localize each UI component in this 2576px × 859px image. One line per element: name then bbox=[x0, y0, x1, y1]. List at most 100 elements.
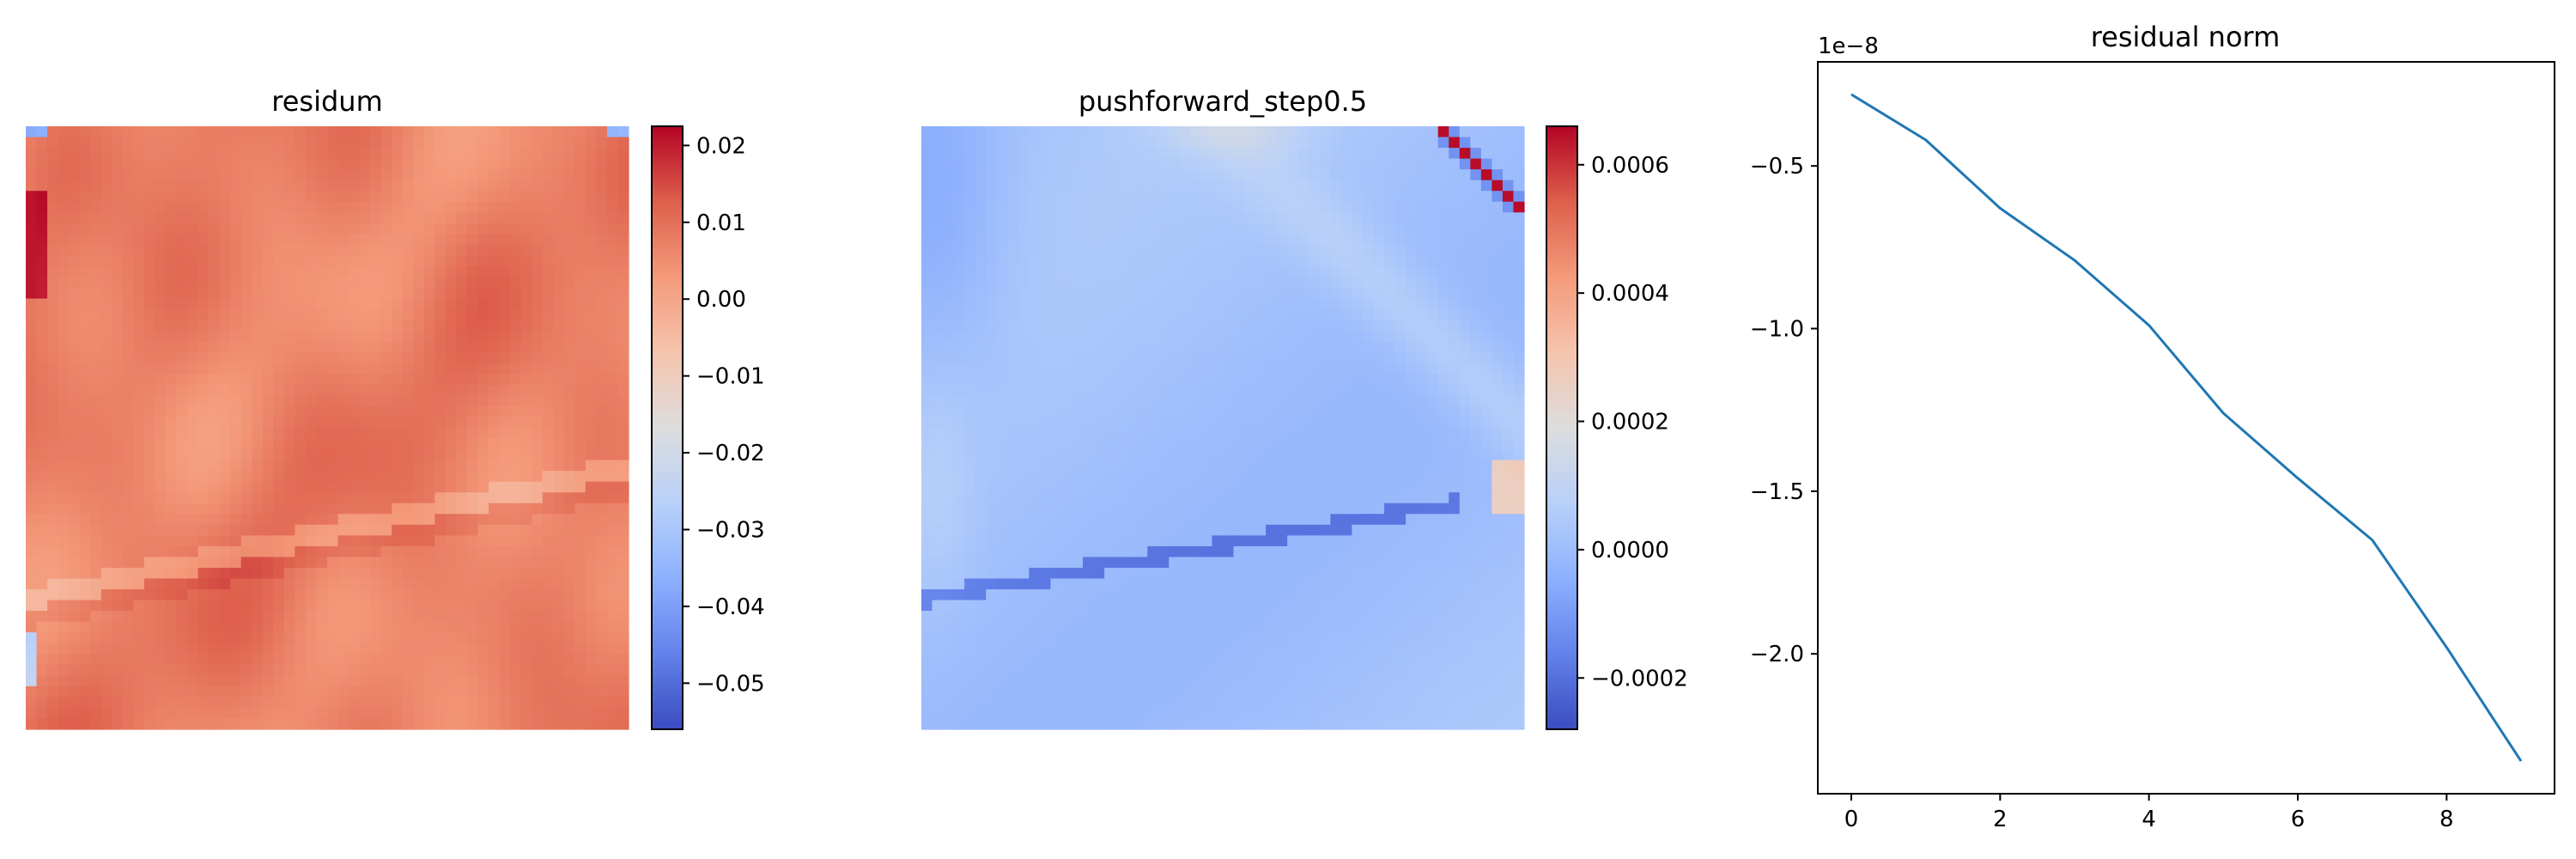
pushforward-cell bbox=[1147, 169, 1159, 181]
residum-cell bbox=[456, 244, 468, 257]
residum-cell bbox=[337, 362, 349, 375]
residum-cell bbox=[553, 234, 565, 246]
residum-cell bbox=[349, 212, 361, 224]
pushforward-cell bbox=[964, 148, 976, 160]
pushforward-cell bbox=[964, 277, 976, 289]
pushforward-cell bbox=[1266, 277, 1278, 289]
pushforward-cell bbox=[1362, 288, 1375, 300]
residum-cell bbox=[122, 664, 134, 676]
residum-cell bbox=[617, 201, 629, 213]
residum-cell bbox=[574, 675, 586, 687]
residum-cell bbox=[370, 481, 382, 493]
residum-cell bbox=[445, 222, 458, 235]
pushforward-cell bbox=[1309, 255, 1321, 267]
residum-cell bbox=[510, 191, 522, 203]
pushforward-cell bbox=[1276, 169, 1288, 181]
pushforward-cell bbox=[1255, 298, 1267, 310]
residum-cell bbox=[445, 707, 458, 720]
residum-cell bbox=[402, 362, 414, 375]
residum-cell bbox=[165, 557, 178, 569]
pushforward-cell bbox=[1007, 331, 1019, 343]
residum-cell bbox=[520, 158, 532, 170]
residum-cell bbox=[69, 567, 81, 580]
pushforward-cell bbox=[1384, 352, 1396, 364]
pushforward-cell bbox=[1233, 191, 1245, 203]
residum-cell bbox=[58, 148, 70, 160]
residum-cell bbox=[273, 384, 285, 396]
residum-cell bbox=[466, 567, 479, 580]
pushforward-cell bbox=[1459, 298, 1471, 310]
residum-colorbar-segment bbox=[652, 661, 683, 664]
pushforward-cell bbox=[1502, 126, 1515, 138]
pushforward-cell bbox=[1190, 265, 1202, 278]
residum-colorbar-segment bbox=[652, 220, 683, 224]
residum-cell bbox=[155, 621, 167, 633]
residum-cell bbox=[499, 621, 511, 633]
residum-cell bbox=[596, 191, 608, 203]
pushforward-cell bbox=[1050, 374, 1062, 386]
residum-cell bbox=[305, 158, 318, 170]
pushforward-cell bbox=[1147, 374, 1159, 386]
pushforward-cell bbox=[1340, 417, 1353, 429]
residum-cell bbox=[155, 277, 167, 289]
residum-colorbar-tick-label: 0.00 bbox=[696, 287, 746, 313]
residum-cell bbox=[466, 600, 479, 612]
residum-cell bbox=[283, 298, 295, 310]
residum-cell bbox=[563, 158, 575, 170]
residum-cell bbox=[230, 277, 242, 289]
residum-cell bbox=[36, 126, 48, 138]
residum-cell bbox=[510, 277, 522, 289]
residum-cell bbox=[337, 600, 349, 612]
pushforward-cell bbox=[943, 405, 955, 418]
residum-cell bbox=[553, 503, 565, 515]
residum-cell bbox=[413, 685, 425, 698]
residum-cell bbox=[380, 222, 392, 235]
pushforward-cell bbox=[1394, 341, 1406, 353]
residum-cell bbox=[197, 514, 210, 526]
residum-cell bbox=[466, 180, 479, 192]
residum-cell bbox=[252, 438, 264, 450]
residum-cell bbox=[349, 632, 361, 644]
residum-cell bbox=[176, 298, 188, 310]
residum-cell bbox=[273, 514, 285, 526]
residum-cell bbox=[510, 298, 522, 310]
pushforward-cell bbox=[1330, 384, 1342, 396]
residum-cell bbox=[316, 234, 328, 246]
residum-colorbar-segment bbox=[652, 317, 683, 320]
residum-cell bbox=[133, 589, 145, 601]
residum-cell bbox=[176, 222, 188, 235]
pushforward-cell bbox=[1416, 137, 1428, 149]
pushforward-cell bbox=[1513, 298, 1525, 310]
pushforward-cell bbox=[1190, 222, 1202, 235]
residum-cell bbox=[305, 524, 318, 536]
residum-cell bbox=[90, 405, 102, 418]
residum-cell bbox=[585, 362, 597, 375]
residum-cell bbox=[337, 374, 349, 386]
residum-cell bbox=[402, 718, 414, 730]
residum-cell bbox=[122, 265, 134, 278]
pushforward-cell bbox=[1050, 255, 1062, 267]
pushforward-cell bbox=[932, 265, 944, 278]
pushforward-cell bbox=[1072, 180, 1084, 192]
residum-cell bbox=[316, 309, 328, 321]
pushforward-cell bbox=[943, 158, 955, 170]
residum-cell bbox=[510, 212, 522, 224]
residum-cell bbox=[240, 654, 252, 666]
pushforward-cell bbox=[1244, 341, 1256, 353]
pushforward-cell bbox=[1470, 137, 1482, 149]
residum-colorbar-segment bbox=[652, 439, 683, 443]
pushforward-cell bbox=[1502, 320, 1515, 332]
pushforward-cell bbox=[1492, 265, 1504, 278]
residum-cell bbox=[112, 621, 124, 633]
pushforward-cell bbox=[1072, 148, 1084, 160]
pushforward-cell bbox=[1406, 384, 1418, 396]
residum-cell bbox=[337, 298, 349, 310]
residum-cell bbox=[26, 707, 38, 720]
pushforward-cell bbox=[1340, 384, 1353, 396]
pushforward-cell bbox=[1060, 395, 1073, 407]
residum-cell bbox=[574, 309, 586, 321]
residum-cell bbox=[423, 331, 435, 343]
residum-cell bbox=[489, 148, 501, 160]
pushforward-cell bbox=[1115, 201, 1127, 213]
residum-cell bbox=[489, 675, 501, 687]
